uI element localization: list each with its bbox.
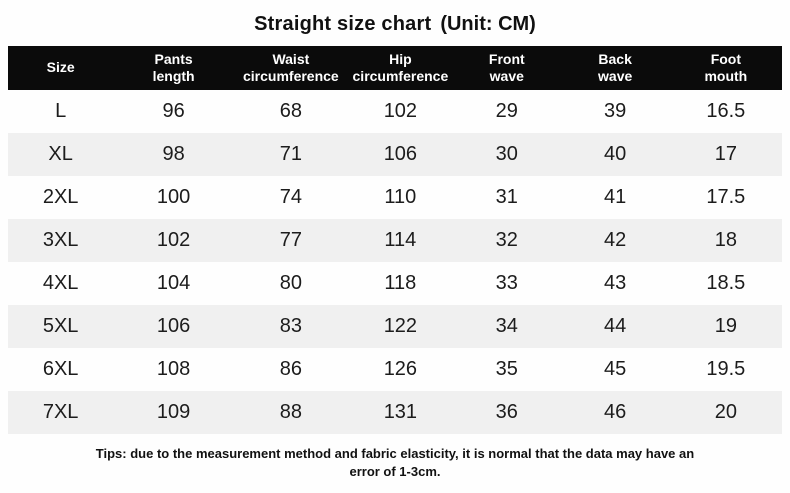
size-label-cell: L [55,100,67,122]
header-cell-0: Size [8,46,114,90]
table-cell: 19 [714,315,737,337]
table-cell: 77 [279,229,302,251]
table-cell: 43 [604,272,627,294]
table-cell: 32 [495,229,518,251]
table-cell: 42 [604,229,627,251]
table-cell: 108 [156,358,191,380]
tips-note: Tips: due to the measurement method and … [95,446,695,480]
size-label-cell: 7XL [42,401,79,423]
table-cell: 17 [714,143,737,165]
table-cell: 34 [495,315,518,337]
table-cell: 18 [714,229,737,251]
table-row-4XL: 4XL 104 80 118 33 43 18.5 [8,262,782,305]
size-label-cell: 4XL [42,272,79,294]
table-cell: 118 [384,272,417,294]
header-cell-2: Waist circumference [233,46,348,90]
table-cell: 29 [495,100,518,122]
table-cell: 40 [604,143,627,165]
table-cell: 100 [156,186,191,208]
size-label-cell: XL [48,143,73,165]
size-label-cell: 5XL [42,315,79,337]
table-cell: 106 [156,315,191,337]
size-table: Size Pants length Waist circumference Hip c… [8,46,782,434]
table-cell: 131 [383,401,418,423]
table-cell: 88 [279,401,302,423]
header-cell-1: Pants length [113,46,234,90]
table-cell: 109 [156,401,191,423]
table-cell: 83 [279,315,302,337]
header-cell-6: Foot mouth [669,46,782,90]
page-title: Straight size chart (Unit: CM) [0,0,790,36]
table-row-3XL: 3XL 102 77 114 32 42 18 [8,219,782,262]
table-cell: 80 [279,272,302,294]
size-label-cell: 3XL [42,229,79,251]
title-unit-note: (Unit: CM) [440,13,536,35]
header-cell-5: Back wave [560,46,670,90]
table-row-L: L 96 68 102 29 39 16.5 [8,90,782,133]
table-cell: 33 [495,272,518,294]
table-cell: 20 [714,401,737,423]
table-row-7XL: 7XL 109 88 131 36 46 20 [8,391,782,434]
table-cell: 110 [384,186,417,208]
table-cell: 96 [162,100,185,122]
table-cell: 68 [279,100,302,122]
table-cell: 30 [495,143,518,165]
table-row-6XL: 6XL 108 86 126 35 45 19.5 [8,348,782,391]
table-row-2XL: 2XL 100 74 110 31 41 17.5 [8,176,782,219]
table-row-5XL: 5XL 106 83 122 34 44 19 [8,305,782,348]
table-cell: 104 [156,272,191,294]
table-cell: 98 [162,143,185,165]
table-cell: 44 [604,315,627,337]
table-cell: 114 [384,229,417,251]
table-cell: 46 [604,401,627,423]
table-cell: 17.5 [706,186,746,208]
table-cell: 35 [495,358,518,380]
title-text: Straight size chart [254,13,432,35]
table-cell: 71 [279,143,302,165]
size-label-cell: 2XL [42,186,79,208]
header-cell-4: Front wave [453,46,561,90]
table-cell: 41 [604,186,627,208]
table-cell: 74 [279,186,302,208]
table-row-XL: XL 98 71 106 30 40 17 [8,133,782,176]
table-cell: 31 [495,186,518,208]
table-cell: 126 [383,358,418,380]
table-header-row: Size Pants length Waist circumference Hip c… [8,46,782,90]
table-cell: 102 [383,100,418,122]
table-cell: 106 [383,143,418,165]
table-cell: 16.5 [706,100,746,122]
table-cell: 36 [495,401,518,423]
table-cell: 18.5 [706,272,746,294]
table-cell: 102 [156,229,191,251]
size-label-cell: 6XL [42,358,79,380]
header-cell-3: Hip circumference [347,46,453,90]
table-cell: 45 [604,358,627,380]
table-cell: 122 [383,315,418,337]
table-cell: 39 [604,100,627,122]
table-cell: 19.5 [706,358,746,380]
table-cell: 86 [279,358,302,380]
